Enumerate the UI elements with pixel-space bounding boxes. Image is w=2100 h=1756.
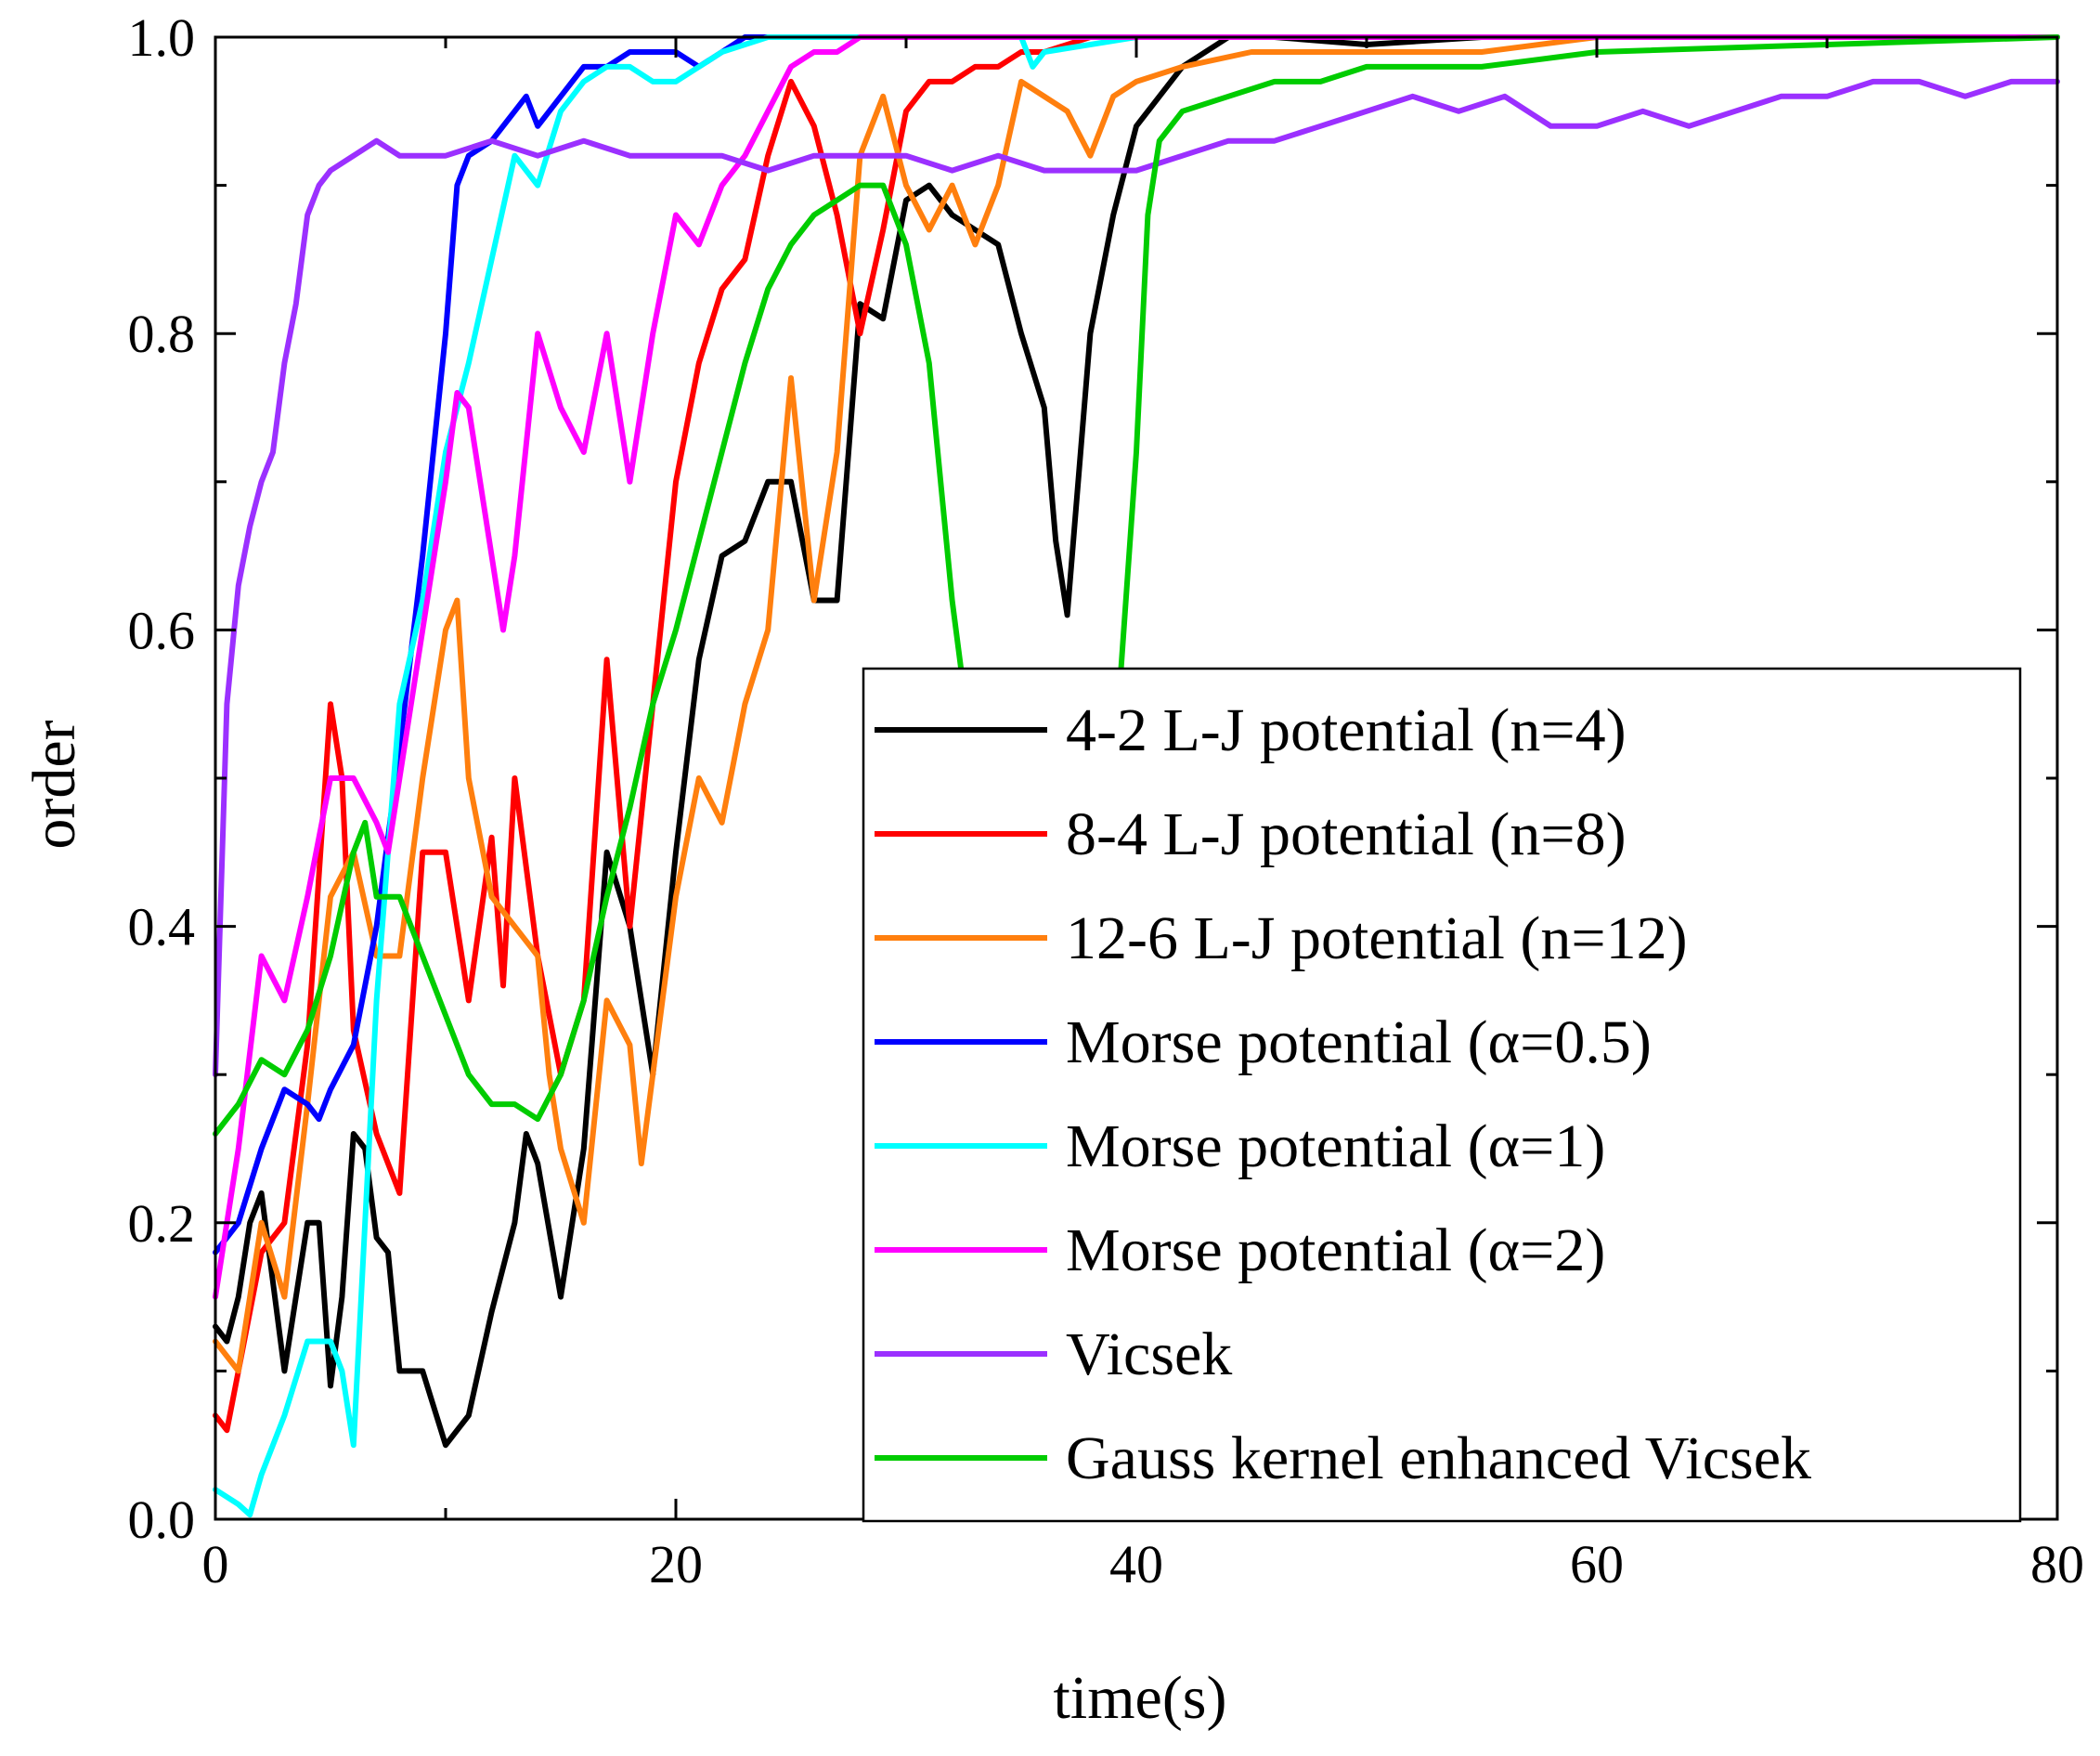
series-layer [213,34,2060,1518]
legend-label-4: Morse potential (α=0.5) [1066,1008,1652,1076]
y-tick-label: 0.0 [128,1489,196,1550]
x-tick-label: 0 [202,1534,229,1594]
legend-label-3: 12-6 L-J potential (n=12) [1066,904,1688,972]
y-tick-label: 0.4 [128,897,196,957]
y-tick-label: 0.6 [128,600,196,660]
series-line-5 [213,34,2060,1518]
series-line-1 [213,34,2060,1449]
series-line-6 [213,34,2060,1300]
x-tick-label: 40 [1109,1534,1163,1594]
legend-label-6: Morse potential (α=2) [1066,1216,1605,1284]
y-axis: 0.0 0.2 0.4 0.6 0.8 1.0 [128,7,2057,1550]
legend-label-8: Gauss kernel enhanced Vicsek [1066,1424,1811,1492]
series-line-7 [213,78,2060,1078]
y-tick-label: 1.0 [128,7,196,68]
x-axis-title: time(s) [1054,1664,1227,1732]
y-tick-label: 0.8 [128,304,196,364]
legend-label-1: 4-2 L-J potential (n=4) [1066,696,1627,764]
series-line-8 [213,34,2060,1166]
series-line-3 [213,34,2060,1374]
legend-label-2: 8-4 L-J potential (n=8) [1066,800,1627,868]
legend-box [862,667,2022,1523]
legend-label-5: Morse potential (α=1) [1066,1112,1605,1180]
y-axis-title: order [20,720,88,849]
x-tick-label: 60 [1570,1534,1624,1594]
x-tick-label: 20 [649,1534,703,1594]
legend-label-7: Vicsek [1066,1320,1232,1388]
legend: 4-2 L-J potential (n=4) 8-4 L-J potential… [862,667,2022,1523]
x-tick-label: 80 [2030,1534,2084,1594]
y-tick-label: 0.2 [128,1193,196,1254]
